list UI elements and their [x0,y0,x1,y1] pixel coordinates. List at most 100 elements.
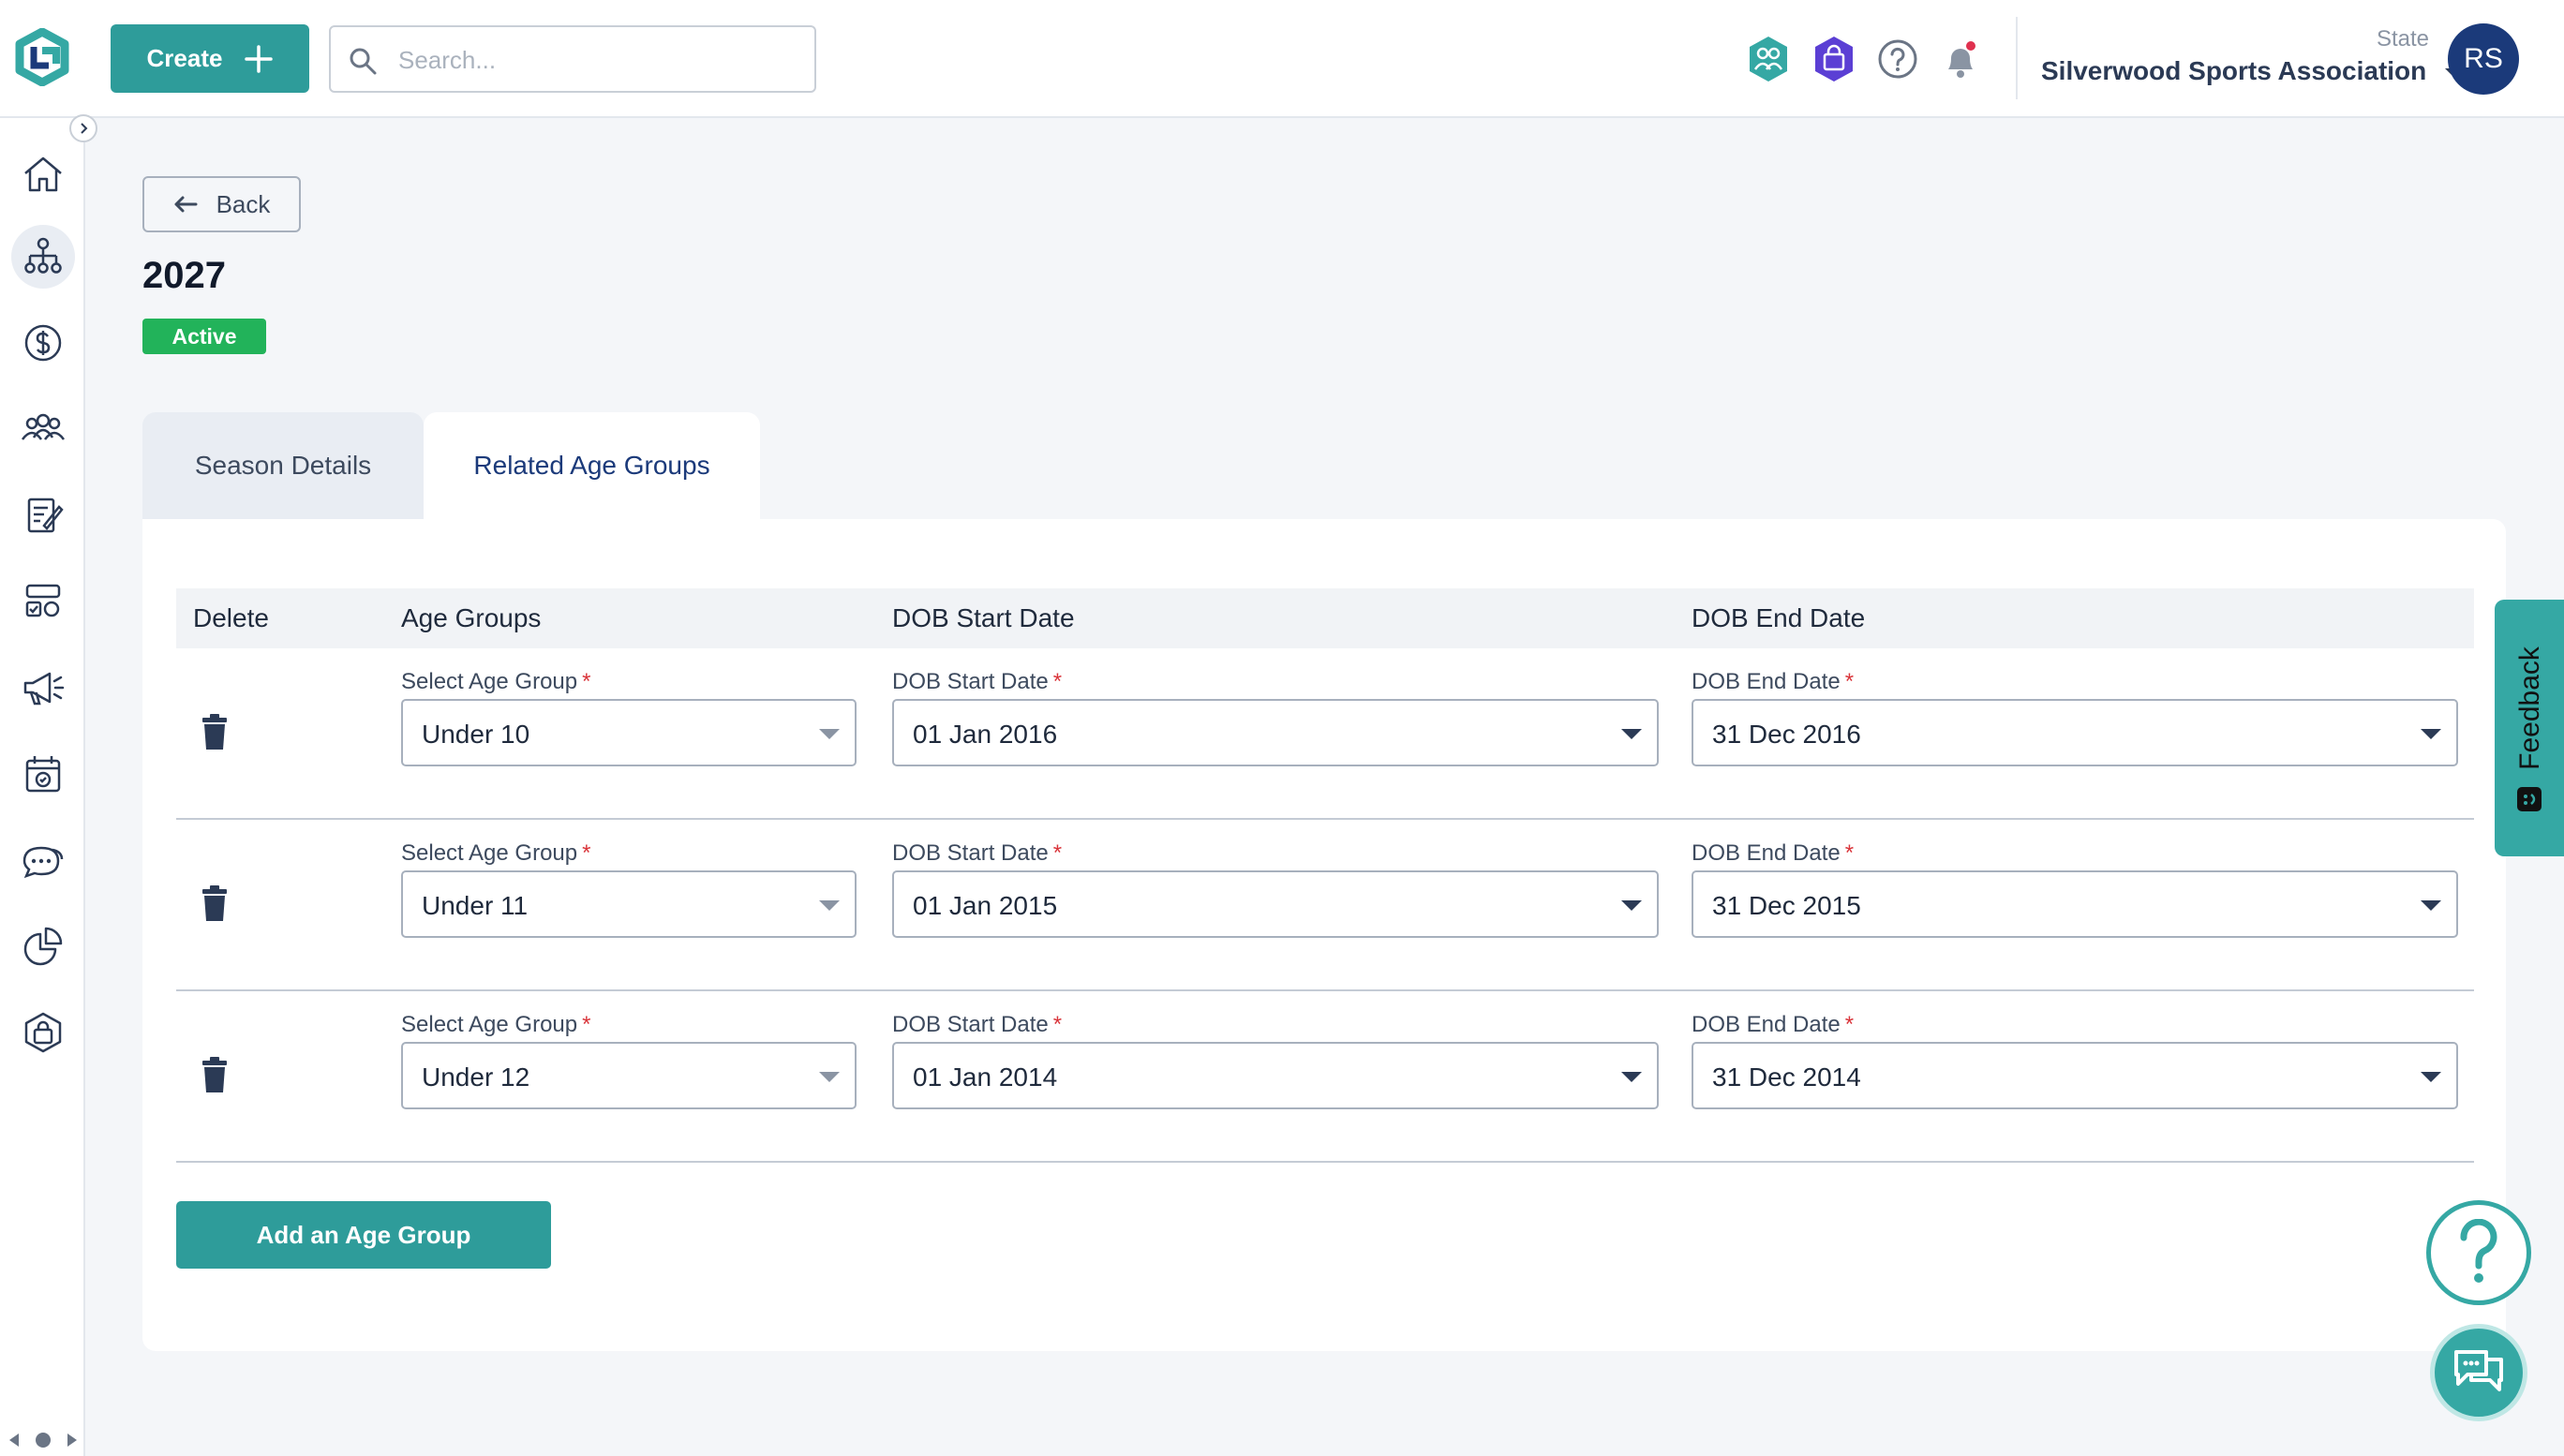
age-group-label-text: Select Age Group [401,669,578,694]
required-mark: * [582,840,591,866]
dob-start-value: 01 Jan 2016 [913,720,1058,749]
dob-start-select[interactable]: 01 Jan 2016 [892,699,1659,766]
chevron-down-icon [2421,1072,2441,1082]
chevron-down-icon [819,1072,840,1082]
back-label: Back [216,189,271,218]
required-mark: * [1844,669,1855,694]
avatar[interactable]: RS [2448,23,2519,95]
required-mark: * [1844,840,1855,866]
create-button[interactable]: Create [111,24,309,93]
dob-start-label-text: DOB Start Date [892,840,1049,866]
search-box [329,25,816,93]
sidebar-item-users[interactable] [11,397,75,461]
dob-start-value: 01 Jan 2014 [913,1062,1058,1092]
age-group-label: Select Age Group * [401,840,590,867]
dob-end-label: DOB End Date * [1692,840,1854,867]
header-delete: Delete [193,603,269,632]
sidebar [0,118,85,1456]
help-circle-icon[interactable] [1874,34,1921,84]
arrow-left-icon [173,195,198,214]
header-divider [2016,17,2018,99]
dob-start-label-text: DOB Start Date [892,669,1049,694]
age-group-select[interactable]: Under 11 [401,870,857,938]
age-group-value: Under 10 [422,720,530,749]
tab-season-details[interactable]: Season Details [142,412,424,519]
calendar-icon [22,752,65,795]
dob-start-label: DOB Start Date * [892,669,1062,695]
age-group-label: Select Age Group * [401,669,590,695]
plus-icon [245,44,274,73]
people-hexagon-icon[interactable] [1745,34,1792,84]
sidebar-item-registrations[interactable] [11,483,75,547]
users-icon [19,408,67,451]
dob-end-label: DOB End Date * [1692,1012,1854,1038]
dob-end-select[interactable]: 31 Dec 2016 [1692,699,2458,766]
sidebar-item-organisation[interactable] [11,225,75,289]
feedback-label: Feedback [2514,646,2545,770]
dob-end-label-text: DOB End Date [1692,669,1841,694]
dob-end-label-text: DOB End Date [1692,1012,1841,1037]
status-badge: Active [142,319,266,354]
shop-hexagon-icon[interactable] [1811,34,1857,84]
tab-related-age-groups[interactable]: Related Age Groups [424,412,760,519]
bell-icon[interactable] [1937,34,1984,84]
competition-icon [22,580,65,623]
dob-end-select[interactable]: 31 Dec 2015 [1692,870,2458,938]
dob-start-select[interactable]: 01 Jan 2014 [892,1042,1659,1109]
sidebar-item-home[interactable] [11,142,75,206]
sidebar-item-messages[interactable] [11,828,75,892]
required-mark: * [582,669,591,694]
feedback-tab[interactable] [2495,600,2564,856]
trash-icon[interactable] [201,1057,229,1092]
dob-end-label: DOB End Date * [1692,669,1854,695]
org-switcher[interactable]: Silverwood Sports Association [2041,56,2460,86]
chat-bubbles-icon [2451,1346,2507,1399]
sidebar-item-communications[interactable] [11,656,75,720]
dob-start-select[interactable]: 01 Jan 2015 [892,870,1659,938]
chevron-down-icon [819,729,840,739]
registration-form-icon [22,494,65,537]
trash-icon[interactable] [201,714,229,750]
create-label: Create [146,44,223,72]
org-name: Silverwood Sports Association [2041,56,2427,85]
dob-end-select[interactable]: 31 Dec 2014 [1692,1042,2458,1109]
sidebar-item-shop[interactable] [11,1001,75,1064]
app-logo-icon[interactable] [13,28,71,86]
table-row: Select Age Group * Under 11 DOB Start Dat… [176,820,2474,991]
required-mark: * [582,1012,591,1037]
search-input[interactable] [398,40,801,80]
trash-icon[interactable] [201,885,229,921]
sidebar-item-events[interactable] [11,742,75,806]
sidebar-item-reports[interactable] [11,914,75,978]
header-age-groups: Age Groups [401,603,542,632]
home-icon [22,153,65,196]
age-group-value: Under 11 [422,891,529,920]
back-button[interactable]: Back [142,176,301,232]
age-group-value: Under 12 [422,1062,530,1092]
dollar-icon [22,321,65,364]
sidebar-scroll-controls[interactable] [7,1431,82,1449]
question-mark-icon [2452,1219,2505,1286]
age-group-select[interactable]: Under 12 [401,1042,857,1109]
page-title: 2027 [142,255,226,296]
dob-end-value: 31 Dec 2014 [1712,1062,1861,1092]
chevron-down-icon [2421,729,2441,739]
sidebar-item-competitions[interactable] [11,570,75,633]
chevron-down-icon [1621,900,1642,911]
header-dob-end: DOB End Date [1692,603,1866,632]
age-group-select[interactable]: Under 10 [401,699,857,766]
top-bar: Create [0,0,2564,118]
chevron-down-icon [819,900,840,911]
sidebar-collapse-button[interactable] [69,114,97,142]
dob-start-value: 01 Jan 2015 [913,891,1058,920]
add-age-group-button[interactable]: Add an Age Group [176,1201,551,1269]
age-group-label-text: Select Age Group [401,840,578,866]
help-button[interactable] [2426,1200,2531,1305]
required-mark: * [1844,1012,1855,1037]
feedback-smile-icon [2517,787,2542,811]
pie-chart-icon [22,925,65,968]
chat-support-button[interactable] [2430,1324,2527,1421]
chat-icon [19,839,67,882]
dob-end-label-text: DOB End Date [1692,840,1841,866]
sidebar-item-finance[interactable] [11,311,75,375]
